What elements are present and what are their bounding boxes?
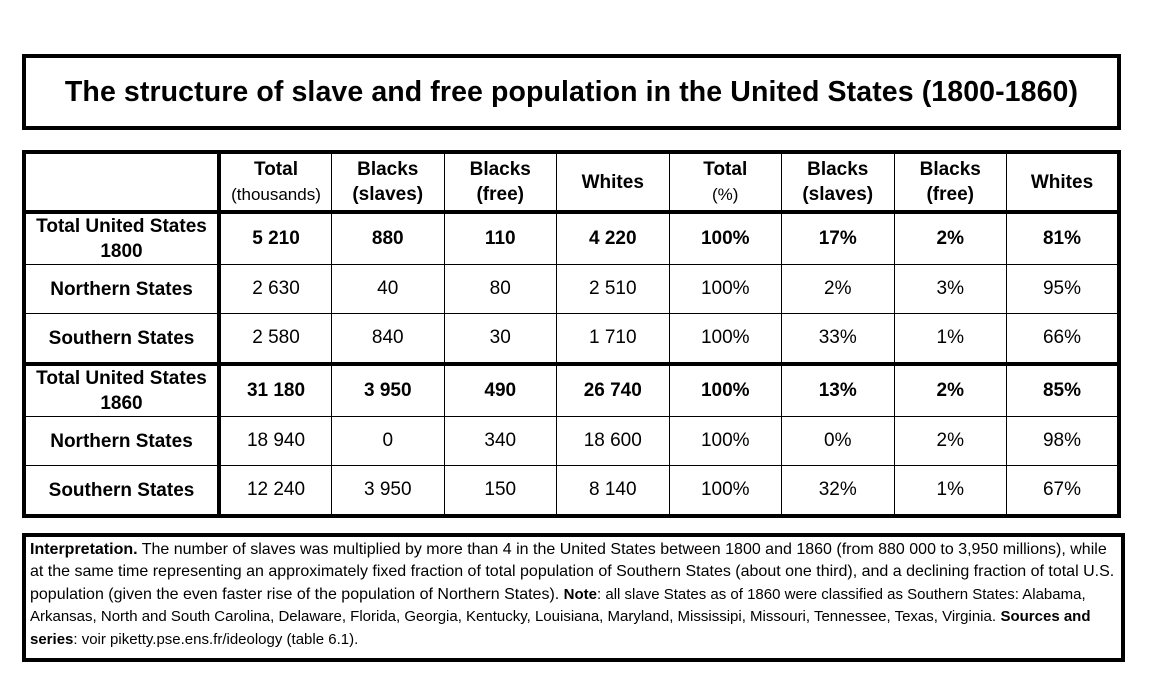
header-line: Total (254, 159, 298, 180)
table-cell: 2 580 (218, 313, 332, 365)
row-label: Northern States (23, 416, 221, 466)
table-cell: 2% (893, 416, 1007, 466)
header-line: Blacks (469, 159, 531, 180)
row-label: Southern States (23, 465, 221, 517)
column-header: Blacks (slaves) (781, 151, 895, 213)
header-line: Blacks (807, 159, 869, 180)
row-label: Total United States 1800 (23, 211, 221, 265)
table-cell: 66% (1006, 313, 1120, 365)
column-header: Whites (556, 151, 670, 213)
table-body: Total United States 1800 5 210 880 110 4 220… (23, 211, 1120, 517)
table-cell: 18 940 (218, 416, 332, 466)
table-cell: 100% (668, 416, 782, 466)
table-cell: 840 (331, 313, 445, 365)
table-cell: 26 740 (556, 363, 670, 417)
table-cell: 17% (781, 211, 895, 265)
table-row: Total United States 1860 31 180 3 950 490 26… (23, 363, 1120, 417)
interpretation-text: The number of slaves was multiplied by m… (30, 541, 1115, 603)
header-line: Blacks (357, 159, 419, 180)
table-row: Southern States 2 580 840 30 1 710 100% 33% 1% 6… (23, 313, 1120, 365)
table-cell: 2% (781, 264, 895, 314)
table-cell: 81% (1006, 211, 1120, 265)
header-note: (%) (712, 185, 739, 204)
table-cell: 2 510 (556, 264, 670, 314)
header-row: Total (thousands) Blacks (slaves) Blacks (fre… (23, 151, 1120, 213)
table-row: Southern States 12 240 3 950 150 8 140 100% 32… (23, 465, 1120, 517)
header-line: Whites (1030, 171, 1094, 193)
table-cell: 100% (668, 465, 782, 517)
table-cell: 1% (893, 313, 1007, 365)
header-line: (slaves) (352, 184, 424, 205)
table-cell: 32% (781, 465, 895, 517)
table-cell: 18 600 (556, 416, 670, 466)
header-line: (free) (926, 184, 974, 205)
row-label: Southern States (23, 313, 221, 365)
row-label: Total United States 1860 (23, 363, 221, 417)
column-header: Total (%) (668, 151, 782, 213)
table-cell: 31 180 (218, 363, 332, 417)
table-cell: 80 (443, 264, 557, 314)
row-label: Northern States (23, 264, 221, 314)
table-cell: 150 (443, 465, 557, 517)
table-cell: 40 (331, 264, 445, 314)
table-cell: 98% (1006, 416, 1120, 466)
table-cell: 1 710 (556, 313, 670, 365)
table-cell: 2% (893, 211, 1007, 265)
header-line: Whites (581, 171, 644, 193)
population-table: Total (thousands) Blacks (slaves) Blacks (fre… (22, 150, 1121, 518)
title-box: The structure of slave and free populati… (22, 54, 1121, 130)
sources-label: Sources and series (30, 608, 1091, 648)
table-cell: 13% (781, 363, 895, 417)
interpretation-label: Interpretation. (30, 541, 138, 558)
table-cell: 4 220 (556, 211, 670, 265)
header-line: Total (703, 159, 748, 180)
table-header: Total (thousands) Blacks (slaves) Blacks (fre… (23, 151, 1120, 213)
table-cell: 95% (1006, 264, 1120, 314)
table-cell: 85% (1006, 363, 1120, 417)
table-cell: 490 (443, 363, 557, 417)
table-row: Northern States 2 630 40 80 2 510 100% 2% 3% 95% (23, 264, 1120, 314)
table-cell: 880 (331, 211, 445, 265)
table-cell: 33% (781, 313, 895, 365)
note-box: Interpretation. The number of slaves was… (22, 533, 1125, 662)
table-cell: 100% (668, 363, 782, 417)
table-cell: 100% (668, 264, 782, 314)
header-line: (slaves) (802, 184, 874, 205)
table-cell: 340 (443, 416, 557, 466)
table-cell: 5 210 (218, 211, 332, 265)
table-cell: 0% (781, 416, 895, 466)
table-cell: 67% (1006, 465, 1120, 517)
table-row: Northern States 18 940 0 340 18 600 100% 0% 2% 9… (23, 416, 1120, 466)
header-line: (free) (476, 184, 524, 205)
header-line: Blacks (919, 159, 981, 180)
table-cell: 110 (443, 211, 557, 265)
table-cell: 3 950 (331, 363, 445, 417)
table-cell: 100% (668, 211, 782, 265)
column-header: Blacks (slaves) (331, 151, 445, 213)
column-header: Blacks (free) (893, 151, 1007, 213)
table-cell: 3 950 (331, 465, 445, 517)
header-note: (thousands) (231, 185, 321, 204)
note-label: Note (563, 585, 598, 603)
table-cell: 3% (893, 264, 1007, 314)
column-header: Whites (1006, 151, 1120, 213)
table-cell: 2 630 (218, 264, 332, 314)
corner-cell (23, 151, 221, 213)
column-header: Total (thousands) (218, 151, 332, 213)
table-cell: 8 140 (556, 465, 670, 517)
table-cell: 0 (331, 416, 445, 466)
table-cell: 30 (443, 313, 557, 365)
sources-text: : voir piketty.pse.ens.fr/ideology (tabl… (73, 630, 359, 648)
column-header: Blacks (free) (443, 151, 557, 213)
table-cell: 12 240 (218, 465, 332, 517)
table-cell: 1% (893, 465, 1007, 517)
note-text: : all slave States as of 1860 were class… (30, 585, 1086, 626)
table-cell: 2% (893, 363, 1007, 417)
table-cell: 100% (668, 313, 782, 365)
title: The structure of slave and free populati… (64, 75, 1079, 108)
table-row: Total United States 1800 5 210 880 110 4 220… (23, 211, 1120, 265)
